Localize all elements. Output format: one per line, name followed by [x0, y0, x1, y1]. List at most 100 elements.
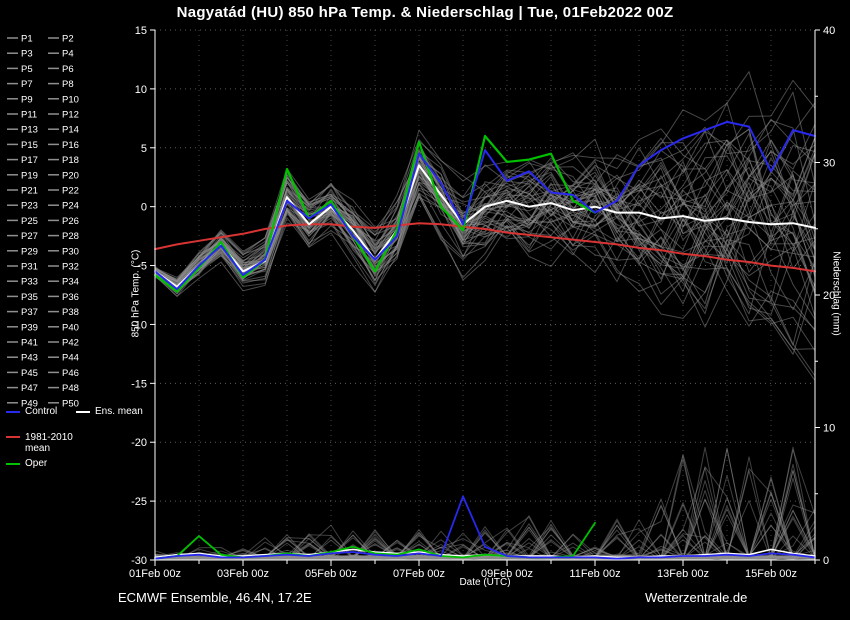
legend-member-label: P43: [21, 353, 38, 364]
date-tick-label: 13Feb 00z: [657, 568, 709, 580]
date-tick-label: 01Feb 00z: [129, 568, 181, 580]
legend-member-label: P10: [62, 94, 79, 105]
precip-tick-label: 0: [823, 555, 829, 567]
legend-member-label: P35: [21, 292, 38, 303]
legend-member-label: P8: [62, 79, 74, 90]
legend-member-label: P17: [21, 155, 38, 166]
date-tick-label: 11Feb 00z: [569, 568, 620, 580]
legend-member-label: P33: [21, 277, 38, 288]
axes: 15 10 5 0 -5 -10 -15 -20 -25 -30 40 30 20 10 0 01Feb 00…: [129, 25, 835, 580]
legend-member-label: P27: [21, 231, 38, 242]
chart-title: Nagyatád (HU) 850 hPa Temp. & Niederschl…: [176, 4, 674, 21]
oper-line-swatch: [6, 462, 20, 465]
legend-member-label: P29: [21, 246, 38, 257]
temp-tick-label: -25: [131, 496, 147, 508]
legend-member-label: P12: [62, 110, 79, 121]
temp-tick-label: -20: [131, 437, 147, 449]
legend-control-label: Control: [25, 406, 58, 417]
legend-member-label: P48: [62, 383, 79, 394]
precip-tick-label: 40: [823, 25, 835, 37]
legend-member-label: P40: [62, 322, 79, 333]
legend-member-label: P25: [21, 216, 38, 227]
legend-oper-label: Oper: [25, 458, 48, 469]
legend-member-label: P34: [62, 277, 79, 288]
legend-member-label: P14: [62, 125, 79, 136]
y-axis-left-label: 850 hPa Temp. (°C): [130, 249, 142, 338]
date-tick-label: 05Feb 00z: [305, 568, 357, 580]
date-tick-label: 03Feb 00z: [217, 568, 269, 580]
legend-member-label: P41: [21, 338, 38, 349]
grid-lines: [155, 29, 815, 561]
ensemble-member-precip-lines: [154, 446, 816, 561]
legend-member-label: P2: [62, 34, 74, 45]
temp-tick-label: 5: [141, 143, 147, 155]
member-legend-list: P1 P2 P3 P4 P5 P6 P7 P8 P9 P10 P11 P12 P13 P14 P15 P16 P…: [7, 34, 79, 409]
legend-ens-mean-label: Ens. mean: [95, 406, 143, 417]
ensemble-member-temp-lines: [154, 71, 816, 381]
legend-member-label: P11: [21, 110, 37, 121]
legend-member-label: P19: [21, 170, 38, 181]
temp-tick-label: 0: [141, 202, 147, 214]
temp-tick-label: 10: [135, 84, 147, 96]
legend-member-label: P4: [62, 49, 74, 60]
legend-member-label: P13: [21, 125, 38, 136]
legend-climate-label-line1: 1981-2010: [25, 432, 73, 443]
date-tick-label: 07Feb 00z: [393, 568, 445, 580]
climate-mean-line: [154, 222, 816, 273]
temp-tick-label: -5: [137, 261, 147, 273]
precip-tick-label: 10: [823, 423, 835, 435]
legend-climate-mean: 1981-2010 mean: [6, 432, 73, 454]
legend-member-label: P31: [21, 262, 38, 273]
legend-member-label: P28: [62, 231, 79, 242]
legend-member-label: P38: [62, 307, 79, 318]
legend-member-label: P30: [62, 246, 79, 257]
ens-mean-line-swatch: [76, 410, 90, 413]
legend-member-label: P22: [62, 186, 79, 197]
legend-member-label: P46: [62, 368, 79, 379]
legend-member-label: P6: [62, 64, 74, 75]
legend-ens-mean: Ens. mean: [76, 406, 143, 417]
legend-member-label: P16: [62, 140, 79, 151]
legend-member-label: P44: [62, 353, 79, 364]
legend-member-label: P42: [62, 338, 79, 349]
legend-member-label: P9: [21, 94, 33, 105]
control-line-swatch: [6, 410, 20, 413]
footer-model-info: ECMWF Ensemble, 46.4N, 17.2E: [118, 590, 312, 605]
footer-site-name: Wetterzentrale.de: [645, 590, 748, 605]
legend-member-label: P1: [21, 34, 33, 45]
legend-oper: Oper: [6, 458, 47, 469]
legend-member-label: P3: [21, 49, 33, 60]
climate-line-swatch: [6, 436, 20, 438]
legend-climate-label: 1981-2010 mean: [25, 432, 73, 454]
legend-member-label: P50: [62, 398, 79, 409]
legend-member-label: P39: [21, 322, 38, 333]
legend-member-label: P23: [21, 201, 38, 212]
legend-member-label: P47: [21, 383, 38, 394]
legend-member-label: P7: [21, 79, 33, 90]
legend-control: Control: [6, 406, 57, 417]
legend-climate-label-line2: mean: [25, 443, 51, 454]
temp-tick-label: -10: [131, 319, 147, 331]
legend-member-label: P24: [62, 201, 79, 212]
y-axis-right-label: Niederschlag (mm): [830, 251, 842, 336]
legend-member-label: P36: [62, 292, 79, 303]
precip-tick-label: 20: [823, 290, 835, 302]
date-tick-label: 15Feb 00z: [745, 568, 797, 580]
legend-member-label: P45: [21, 368, 38, 379]
temp-tick-label: -30: [131, 555, 147, 567]
temp-tick-label: -15: [131, 378, 147, 390]
temp-tick-label: 15: [135, 25, 147, 37]
legend-member-label: P32: [62, 262, 79, 273]
control-line: [154, 120, 816, 291]
date-tick-label: 09Feb 00z: [481, 568, 533, 580]
control-precip-line: [154, 495, 816, 560]
x-axis-label: Date (UTC): [459, 577, 511, 588]
legend-member-label: P21: [21, 186, 38, 197]
legend-member-label: P20: [62, 170, 79, 181]
legend-member-label: P26: [62, 216, 79, 227]
precip-tick-label: 30: [823, 158, 835, 170]
legend-member-label: P49: [21, 398, 38, 409]
legend-member-label: P18: [62, 155, 79, 166]
